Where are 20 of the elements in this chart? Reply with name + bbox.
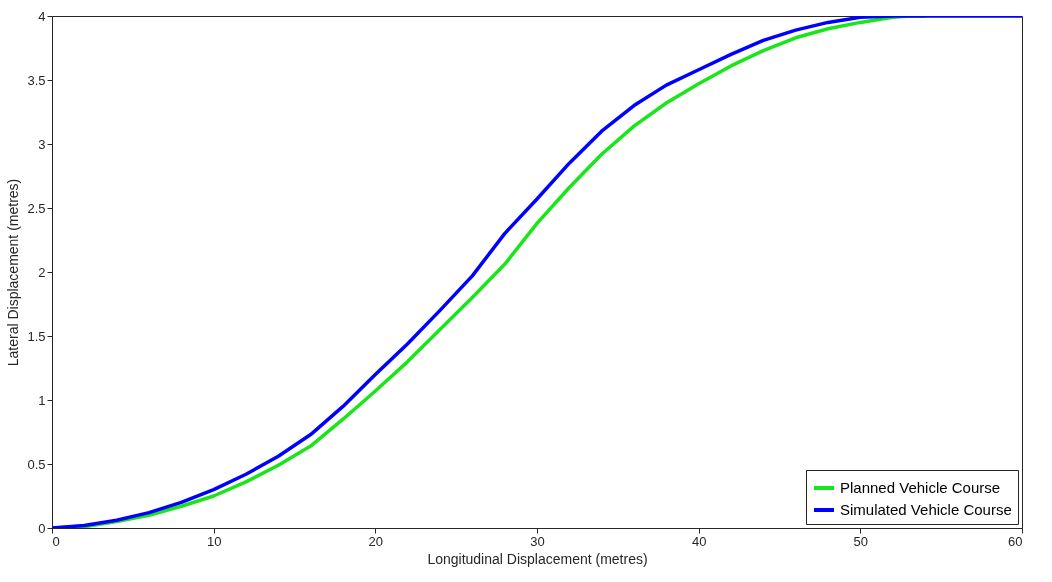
legend-label: Simulated Vehicle Course <box>840 501 1012 518</box>
y-tick-label: 1 <box>38 392 46 408</box>
x-tick-label: 30 <box>530 533 545 549</box>
x-tick-label: 60 <box>1008 533 1023 549</box>
y-tick-label: 2 <box>38 264 46 280</box>
x-tick-label: 20 <box>368 533 384 549</box>
y-tick-label: 0 <box>38 520 46 536</box>
y-tick-label: 3 <box>38 136 46 152</box>
legend-label: Planned Vehicle Course <box>840 479 1001 496</box>
x-tick-label: 0 <box>52 533 60 549</box>
x-tick-label: 50 <box>853 533 869 549</box>
x-axis-title: Longitudinal Displacement (metres) <box>427 550 648 567</box>
y-tick-label: 2.5 <box>27 200 46 216</box>
y-tick-label: 4 <box>38 8 46 24</box>
x-tick-label: 40 <box>691 533 707 549</box>
y-axis-title: Lateral Displacement (metres) <box>5 178 22 367</box>
x-tick-label: 10 <box>206 533 222 549</box>
y-tick-label: 1.5 <box>27 328 46 344</box>
y-tick-label: 3.5 <box>27 72 46 88</box>
y-tick-label: 0.5 <box>27 456 46 472</box>
